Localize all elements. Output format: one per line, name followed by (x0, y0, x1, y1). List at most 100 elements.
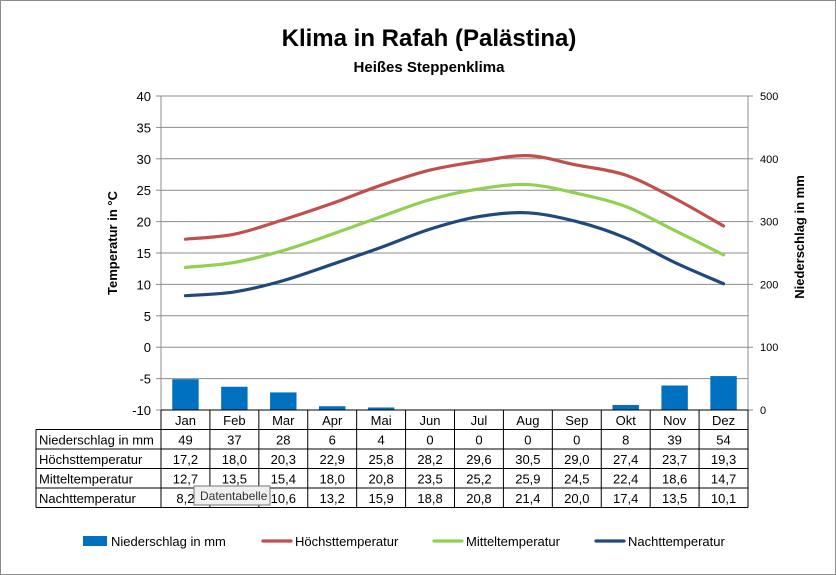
legend-swatch-bar (83, 536, 107, 546)
category-label: Feb (223, 413, 245, 428)
category-label: Jan (175, 413, 196, 428)
tooltip: Datentabelle (193, 485, 271, 506)
precipitation-bar (319, 406, 346, 410)
left-tick-label: 30 (137, 152, 151, 167)
data-label: 25,2 (466, 472, 491, 487)
tooltip-box (193, 485, 271, 506)
category-label: Jun (420, 413, 441, 428)
data-label: 24,5 (564, 472, 589, 487)
precipitation-bar (661, 385, 688, 410)
row-label: Nachttemperatur (39, 491, 136, 506)
left-tick-label: 25 (137, 183, 151, 198)
data-label: 17,2 (173, 452, 198, 467)
data-label: 18,0 (320, 472, 345, 487)
category-label: Aug (516, 413, 539, 428)
right-tick-label: 400 (760, 154, 778, 166)
data-label: 23,5 (417, 472, 442, 487)
data-label: 13,5 (662, 491, 687, 506)
data-label: 29,0 (564, 452, 589, 467)
data-label: 22,4 (613, 472, 638, 487)
category-label: Nov (663, 413, 687, 428)
data-label: 29,6 (466, 452, 491, 467)
data-label: 20,0 (564, 491, 589, 506)
data-label: 25,8 (368, 452, 393, 467)
data-label: 23,7 (662, 452, 687, 467)
precipitation-bar (612, 404, 639, 410)
precipitation-bar (270, 392, 297, 410)
right-tick-label: 200 (760, 279, 778, 291)
data-label: 13,2 (320, 491, 345, 506)
category-label: Sep (565, 413, 588, 428)
data-label: 28,2 (417, 452, 442, 467)
data-label: 12,7 (173, 472, 198, 487)
data-label: 30,5 (515, 452, 540, 467)
data-label: 27,4 (613, 452, 638, 467)
left-tick-label: 20 (137, 215, 151, 230)
category-label: Mar (272, 413, 295, 428)
temperature-lines (183, 154, 726, 298)
data-label: 15,9 (368, 491, 393, 506)
data-label: 0 (426, 433, 433, 448)
category-label: Okt (616, 413, 637, 428)
data-label: 20,3 (271, 452, 296, 467)
row-label: Niederschlag in mm (39, 433, 154, 448)
left-tick-label: 0 (144, 340, 151, 355)
precipitation-bars (172, 376, 737, 410)
chart-title: Klima in Rafah (Palästina) (282, 25, 577, 52)
data-label: 21,4 (515, 491, 540, 506)
data-label: 8,2 (176, 491, 194, 506)
left-tick-label: 10 (137, 277, 151, 292)
left-axis-ticks: 40 35 30 25 20 15 10 5 0 -5 -10 (132, 89, 151, 418)
legend: Niederschlag in mm Höchsttemperatur Mittel… (83, 534, 725, 549)
row-label: Mitteltemperatur (39, 472, 134, 487)
left-tick-label: 35 (137, 120, 151, 135)
chart-subtitle: Heißes Steppenklima (354, 59, 506, 76)
right-tick-label: 300 (760, 217, 778, 229)
legend-label: Höchsttemperatur (295, 534, 399, 549)
data-label: 22,9 (320, 452, 345, 467)
category-label: Jul (471, 413, 488, 428)
data-label: 54 (716, 433, 730, 448)
legend-label: Mitteltemperatur (466, 534, 561, 549)
data-label: 19,3 (711, 452, 736, 467)
data-label: 6 (329, 433, 336, 448)
data-label: 18,8 (417, 491, 442, 506)
precipitation-bar (367, 407, 395, 410)
data-label: 17,4 (613, 491, 638, 506)
right-axis-ticks: 500 400 300 200 100 0 (760, 91, 778, 417)
left-tick-label: -5 (139, 372, 151, 387)
left-tick-label: 15 (137, 246, 151, 261)
right-tick-label: 0 (760, 405, 766, 417)
data-table: Jan Feb Mar Apr Mai Jun Jul Aug Sep Okt Nov Dez Nied… (35, 409, 749, 508)
series-line (183, 182, 726, 270)
right-tick-label: 100 (760, 342, 778, 354)
category-label: Dez (712, 413, 735, 428)
data-label: 20,8 (368, 472, 393, 487)
data-label: 28 (276, 433, 290, 448)
row-label: Höchsttemperatur (39, 452, 143, 467)
data-label: 0 (573, 433, 580, 448)
category-label: Mai (371, 413, 392, 428)
series-line (183, 154, 726, 241)
legend-label: Niederschlag in mm (111, 534, 226, 549)
right-tick-label: 500 (760, 91, 778, 103)
data-label: 39 (667, 433, 681, 448)
left-tick-label: 5 (144, 309, 151, 324)
data-label: 0 (524, 433, 531, 448)
data-label: 20,8 (466, 491, 491, 506)
precipitation-bar (172, 379, 199, 410)
data-label: 18,0 (222, 452, 247, 467)
legend-label: Nachttemperatur (628, 534, 725, 549)
data-label: 14,7 (711, 472, 736, 487)
data-label: 15,4 (271, 472, 296, 487)
precipitation-bar (710, 376, 737, 410)
data-label: 37 (227, 433, 241, 448)
y-axis-left-label: Temperatur in °C (105, 190, 120, 295)
left-tick-label: 40 (137, 89, 151, 104)
data-label: 18,6 (662, 472, 687, 487)
data-label: 4 (378, 433, 385, 448)
data-label: 10,1 (711, 491, 736, 506)
data-label: 0 (475, 433, 482, 448)
